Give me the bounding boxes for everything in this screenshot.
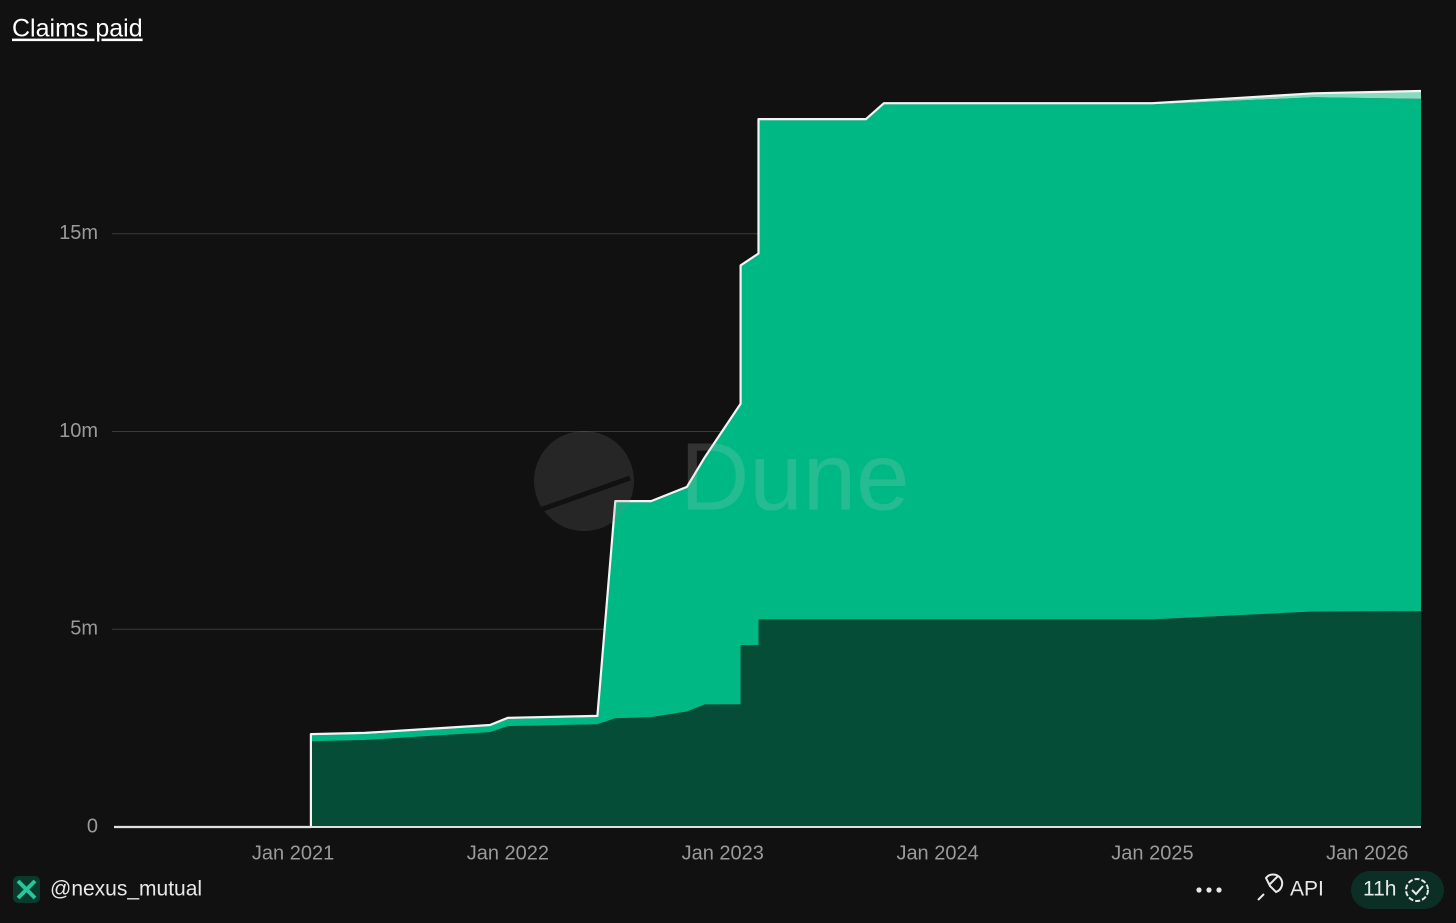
more-button[interactable] bbox=[1196, 887, 1222, 893]
x-tick-label: Jan 2026 bbox=[1326, 842, 1408, 864]
author[interactable]: @nexus_mutual bbox=[50, 878, 202, 901]
x-tick-label: Jan 2023 bbox=[682, 842, 764, 864]
y-tick-label: 15m bbox=[59, 222, 98, 244]
author-icon-mark bbox=[16, 879, 37, 900]
dot bbox=[1216, 887, 1222, 893]
y-tick-label: 10m bbox=[59, 420, 98, 442]
dot bbox=[1196, 887, 1202, 893]
check-mark bbox=[1411, 885, 1424, 896]
badge-bg bbox=[1351, 871, 1444, 909]
age: 11h bbox=[1363, 878, 1396, 901]
area bbox=[114, 611, 1421, 827]
api-icon bbox=[1257, 873, 1284, 901]
watermark-text: Dune bbox=[680, 423, 910, 530]
x-tick-label: Jan 2022 bbox=[467, 842, 549, 864]
watermark-logo-cut bbox=[539, 475, 631, 513]
y-tick-label: 5m bbox=[70, 618, 98, 640]
author-link[interactable]: @nexus_mutual bbox=[13, 876, 202, 903]
total-line bbox=[114, 89, 1422, 829]
watermark: Dune bbox=[534, 423, 910, 531]
x-tick-label: Jan 2025 bbox=[1111, 842, 1193, 864]
x-tick-label: Jan 2024 bbox=[896, 842, 978, 864]
chart-title[interactable]: Claims paid bbox=[12, 15, 143, 43]
dot bbox=[1206, 887, 1212, 893]
api-label[interactable]: API bbox=[1290, 878, 1324, 901]
y-tick-label: 0 bbox=[87, 815, 98, 837]
api-button[interactable]: API bbox=[1257, 873, 1324, 901]
area bbox=[114, 97, 1421, 828]
watermark-logo bbox=[534, 431, 634, 531]
x-tick-label: Jan 2021 bbox=[252, 842, 334, 864]
refresh-badge[interactable]: 11h bbox=[1351, 871, 1444, 909]
check-icon bbox=[1405, 878, 1429, 902]
